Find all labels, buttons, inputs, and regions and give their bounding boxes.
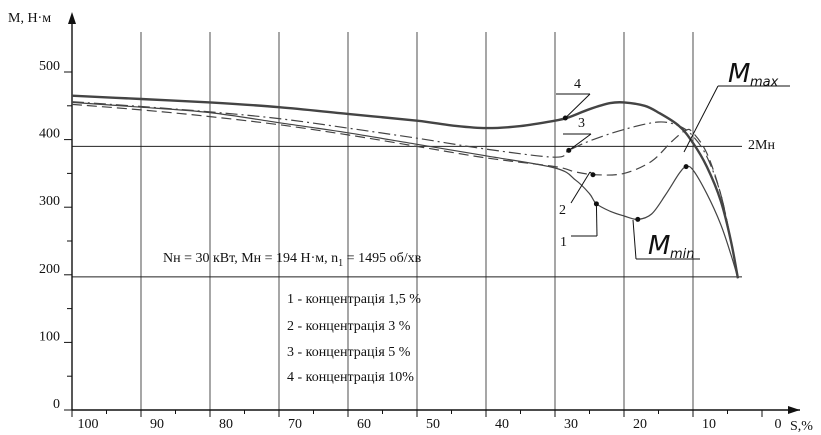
params-text: Nн = 30 кВт, Mн = 194 Н·м, n1 = 1495 об/… [163, 251, 422, 269]
x-axis-arrow [788, 406, 800, 414]
curve-3-leader [568, 133, 592, 151]
y-tick-label-500: 500 [39, 59, 60, 74]
x-tick-label-40: 40 [495, 417, 509, 432]
m-min-annotation: M min [632, 219, 700, 262]
curve-2-leader-h [570, 171, 591, 204]
x-tick-label-10: 10 [702, 417, 716, 432]
x-tick-label-70: 70 [288, 417, 302, 432]
y-tick-label-300: 300 [39, 194, 60, 209]
x-tick-label-30: 30 [564, 417, 578, 432]
legend-item-2: 2 - концентрація 3 % [287, 319, 411, 334]
series-3-line [71, 101, 739, 279]
legend: 1 - концентрація 1,5 % 2 - концентрація … [287, 292, 421, 385]
y-axis-arrow [68, 12, 76, 24]
x-tick-label-50: 50 [426, 417, 440, 432]
m-max-point-marker [683, 164, 689, 170]
legend-item-1: 1 - концентрація 1,5 % [287, 292, 421, 307]
curve-2-label: 2 [559, 203, 566, 218]
m-max-annotation: M max [683, 59, 790, 153]
x-tick-label-80: 80 [219, 417, 233, 432]
curve-1-label: 1 [560, 235, 567, 250]
ref-line-label-2mn: 2Мн [748, 138, 775, 153]
x-tick-label-100: 100 [78, 417, 99, 432]
m-max-main: M [728, 59, 750, 89]
curve-4-label: 4 [574, 77, 581, 92]
y-tick-label-0: 0 [53, 397, 60, 412]
legend-item-4: 4 - концентрація 10% [287, 370, 414, 385]
y-tick-label-400: 400 [39, 127, 60, 142]
x-axis-label: S,% [790, 419, 813, 434]
curve-4-leader [565, 93, 591, 119]
grid-layer [140, 32, 694, 410]
x-tick-label-20: 20 [633, 417, 647, 432]
curve-1-leader [595, 203, 598, 237]
curve-3-label: 3 [578, 116, 585, 131]
m-max-sub: max [750, 75, 779, 90]
series-4-line [71, 94, 740, 279]
y-tick-label-100: 100 [39, 329, 60, 344]
m-min-main: M [648, 231, 670, 261]
series-1-line [71, 101, 739, 279]
curve-labels: 1 2 3 4 [556, 77, 689, 250]
m-min-sub: min [670, 247, 695, 262]
legend-item-3: 3 - концентрація 5 % [287, 345, 411, 360]
y-tick-label-200: 200 [39, 262, 60, 277]
series-2-line [71, 103, 739, 279]
x-tick-label-0: 0 [775, 417, 782, 432]
x-tick-label-60: 60 [357, 417, 371, 432]
x-tick-label-90: 90 [150, 417, 164, 432]
y-axis-label: M, Н·м [8, 11, 51, 26]
reference-lines [72, 145, 742, 278]
series-layer [71, 94, 740, 279]
curve-2-leader [589, 171, 594, 176]
m-min-point-marker [635, 216, 641, 222]
